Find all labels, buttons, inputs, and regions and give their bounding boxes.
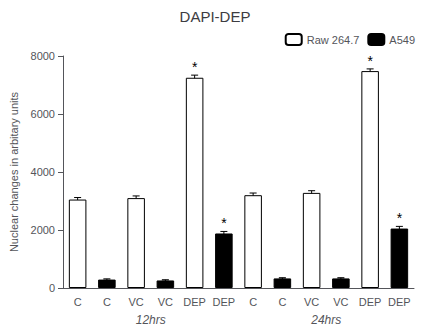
svg-text:C: C: [74, 296, 82, 308]
svg-text:VC: VC: [333, 296, 348, 308]
svg-text:*: *: [367, 53, 373, 69]
svg-text:*: *: [397, 210, 403, 226]
svg-text:0: 0: [49, 282, 55, 294]
svg-text:C: C: [249, 296, 257, 308]
svg-text:12hrs: 12hrs: [136, 313, 166, 327]
svg-text:A549: A549: [389, 34, 415, 46]
svg-text:DEP: DEP: [388, 296, 411, 308]
svg-text:VC: VC: [128, 296, 143, 308]
svg-text:DEP: DEP: [213, 296, 236, 308]
svg-text:4000: 4000: [31, 166, 55, 178]
svg-text:6000: 6000: [31, 108, 55, 120]
svg-text:DEP: DEP: [183, 296, 206, 308]
svg-text:Nuclear changes in arbitary un: Nuclear changes in arbitary units: [8, 91, 20, 252]
svg-text:*: *: [192, 59, 198, 75]
svg-text:24hrs: 24hrs: [310, 313, 341, 327]
svg-text:DEP: DEP: [359, 296, 382, 308]
svg-text:DAPI-DEP: DAPI-DEP: [180, 8, 251, 25]
svg-text:2000: 2000: [31, 224, 55, 236]
svg-text:Raw 264.7: Raw 264.7: [307, 34, 360, 46]
svg-text:8000: 8000: [31, 50, 55, 62]
svg-text:C: C: [278, 296, 286, 308]
svg-text:VC: VC: [304, 296, 319, 308]
svg-text:C: C: [103, 296, 111, 308]
svg-text:VC: VC: [158, 296, 173, 308]
svg-text:*: *: [221, 215, 227, 231]
